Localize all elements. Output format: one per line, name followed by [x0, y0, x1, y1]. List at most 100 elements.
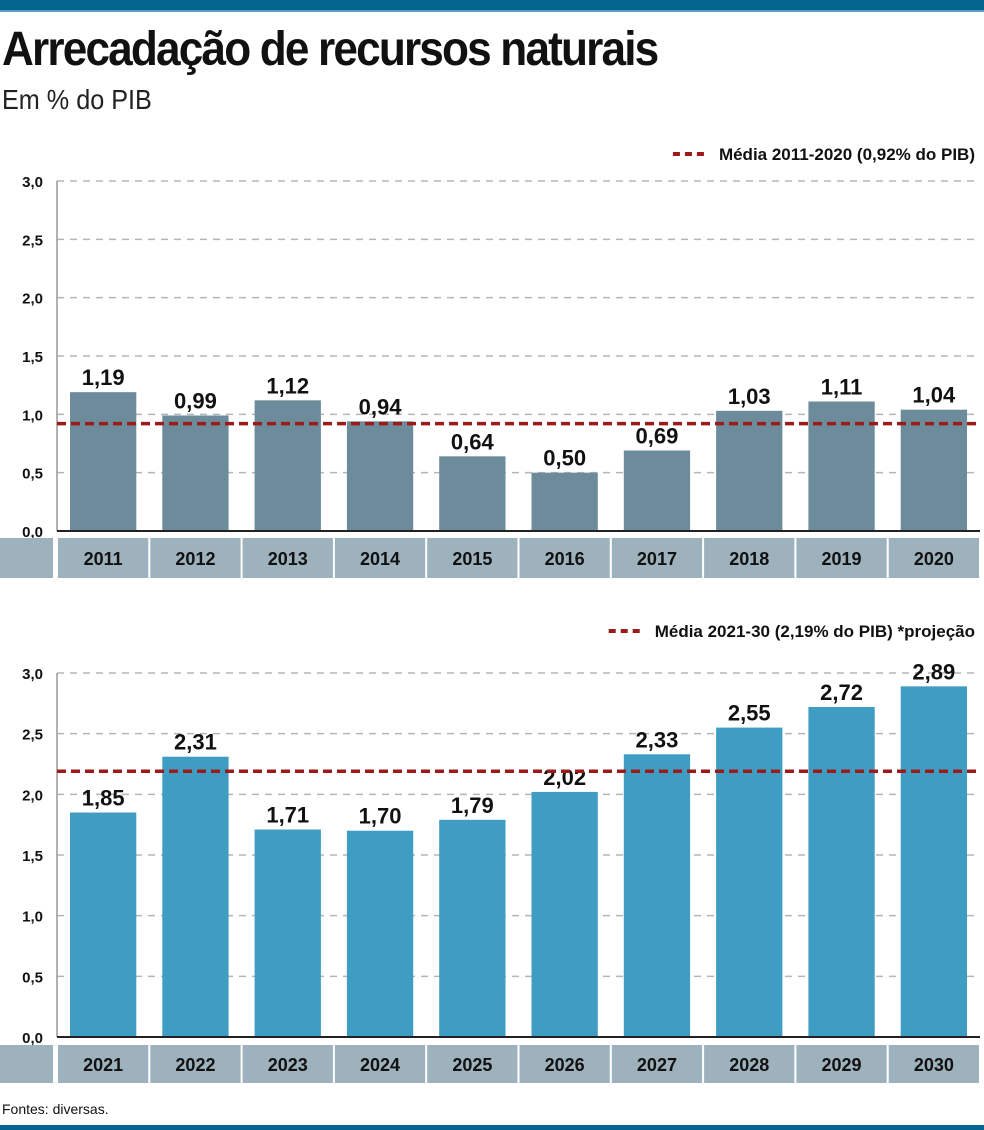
data-label: 0,64: [451, 429, 495, 454]
bar-2018: [716, 410, 783, 530]
category-cell: [334, 538, 426, 578]
x-tick-label: 2026: [545, 1055, 585, 1075]
legend-label: Média 2011-2020 (0,92% do PIB): [719, 145, 975, 164]
category-cell: [242, 1045, 333, 1083]
bar-2022: [162, 756, 229, 1036]
chart-subtitle: Em % do PIB: [2, 84, 152, 115]
bar-2020: [900, 409, 967, 530]
category-cell: [796, 538, 887, 578]
y-tick-label: 1,5: [22, 848, 43, 865]
footer-bar: [0, 1125, 984, 1130]
x-tick-label: 2016: [545, 549, 585, 569]
x-tick-label: 2030: [914, 1055, 954, 1075]
data-label: 2,31: [174, 730, 217, 755]
data-label: 0,99: [174, 389, 217, 414]
data-label: 0,94: [359, 394, 403, 419]
data-label: 1,12: [266, 373, 309, 398]
bar-2019: [808, 401, 875, 530]
bar-2012: [162, 415, 229, 530]
data-label: 0,50: [543, 446, 586, 471]
category-cell: [888, 1045, 979, 1083]
x-tick-label: 2023: [268, 1055, 308, 1075]
category-cell: [150, 538, 241, 578]
category-band-corner: [0, 538, 53, 578]
x-tick-label: 2015: [452, 549, 492, 569]
bar-2013: [254, 400, 321, 530]
y-tick-label: 1,0: [22, 909, 43, 926]
category-cell: [58, 538, 149, 578]
category-cell: [611, 538, 703, 578]
y-tick-label: 0,0: [22, 1030, 43, 1047]
x-tick-label: 2019: [822, 549, 862, 569]
y-tick-label: 2,5: [22, 232, 43, 249]
x-tick-label: 2020: [914, 549, 954, 569]
data-label: 1,03: [728, 384, 771, 409]
x-tick-label: 2029: [822, 1055, 862, 1075]
data-label: 2,33: [636, 727, 679, 752]
chart-title: Arrecadação de recursos naturais: [2, 23, 659, 76]
bar-2016: [531, 472, 598, 530]
x-tick-label: 2028: [729, 1055, 769, 1075]
x-tick-label: 2018: [729, 549, 769, 569]
category-cell: [150, 1045, 241, 1083]
category-cell: [427, 1045, 518, 1083]
x-tick-label: 2025: [452, 1055, 492, 1075]
category-cell: [519, 1045, 610, 1083]
bar-2025: [439, 819, 506, 1036]
header-bar: [0, 0, 984, 12]
x-tick-label: 2014: [360, 549, 400, 569]
category-cell: [427, 538, 518, 578]
bar-2015: [439, 456, 506, 530]
data-label: 1,85: [82, 786, 125, 811]
bar-2023: [254, 829, 321, 1036]
x-tick-label: 2024: [360, 1055, 400, 1075]
bar-2014: [346, 421, 414, 530]
legend-label: Média 2021-30 (2,19% do PIB) *projeção: [655, 622, 975, 641]
category-cell: [519, 538, 610, 578]
data-label: 1,04: [912, 383, 956, 408]
bar-2024: [346, 830, 414, 1036]
x-tick-label: 2021: [83, 1055, 123, 1075]
x-tick-label: 2011: [84, 549, 123, 569]
y-tick-label: 3,0: [22, 666, 43, 683]
y-tick-label: 0,5: [22, 466, 43, 483]
y-tick-label: 1,5: [22, 349, 43, 366]
source-note: Fontes: diversas.: [2, 1101, 109, 1117]
data-label: 1,19: [82, 365, 125, 390]
y-tick-label: 1,0: [22, 407, 43, 424]
y-tick-label: 0,5: [22, 969, 43, 986]
bar-2030: [900, 686, 967, 1036]
bar-2011: [70, 392, 137, 530]
data-label: 1,11: [821, 375, 863, 400]
data-label: 1,70: [359, 804, 402, 829]
y-tick-label: 0,0: [22, 524, 43, 541]
x-tick-label: 2012: [175, 549, 215, 569]
y-tick-label: 3,0: [22, 174, 43, 191]
category-cell: [242, 538, 333, 578]
bar-2021: [70, 812, 137, 1036]
x-tick-label: 2022: [175, 1055, 215, 1075]
category-band-corner: [0, 1045, 53, 1083]
x-tick-label: 2017: [637, 549, 677, 569]
category-cell: [704, 538, 795, 578]
category-cell: [58, 1045, 149, 1083]
bar-2026: [531, 791, 598, 1036]
data-label: 2,72: [820, 680, 863, 705]
bar-2027: [623, 754, 691, 1036]
category-cell: [888, 538, 979, 578]
y-tick-label: 2,0: [22, 787, 43, 804]
x-tick-label: 2013: [268, 549, 308, 569]
data-label: 0,69: [636, 424, 679, 449]
category-cell: [704, 1045, 795, 1083]
data-label: 2,55: [728, 701, 771, 726]
data-label: 2,89: [912, 659, 955, 684]
data-label: 1,71: [266, 803, 309, 828]
x-tick-label: 2027: [637, 1055, 677, 1075]
y-tick-label: 2,0: [22, 291, 43, 308]
category-cell: [334, 1045, 426, 1083]
data-label: 2,02: [543, 765, 586, 790]
bar-2029: [808, 706, 875, 1036]
y-tick-label: 2,5: [22, 727, 43, 744]
category-cell: [611, 1045, 703, 1083]
